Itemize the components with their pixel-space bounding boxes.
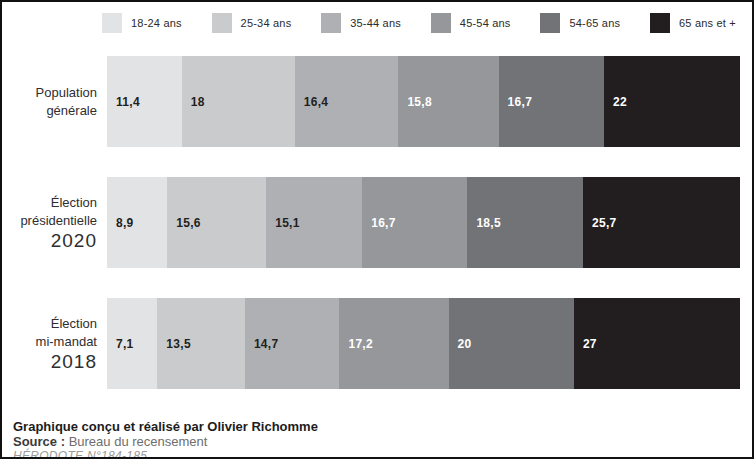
bar-segment: 7,1 (107, 298, 157, 389)
legend-item: 18-24 ans (102, 13, 182, 33)
legend-swatch (212, 13, 232, 33)
legend-item: 54-65 ans (540, 13, 620, 33)
bar-segment: 27 (574, 298, 740, 389)
stacked-bar: 11,4 18 16,4 15,8 16,7 22 (107, 56, 740, 147)
segment-value: 14,7 (254, 337, 279, 351)
bar-segment: 18 (182, 56, 295, 147)
legend-label: 25-34 ans (241, 17, 292, 29)
segment-value: 25,7 (592, 216, 617, 230)
segment-value: 22 (613, 95, 627, 109)
stacked-bar-chart: Populationgénérale 11,4 18 16,4 15,8 16,7 22 Él… (14, 56, 740, 389)
bar-segment: 25,7 (583, 177, 740, 268)
segment-value: 8,9 (116, 216, 134, 230)
row-label: Populationgénérale (14, 56, 107, 147)
row-label-line: Élection (51, 194, 97, 212)
segment-value: 16,7 (508, 95, 533, 109)
legend-item: 25-34 ans (212, 13, 292, 33)
bar-segment: 13,5 (157, 298, 245, 389)
segment-value: 18,5 (476, 216, 501, 230)
legend-swatch (540, 13, 560, 33)
bar-segment: 22 (604, 56, 740, 147)
bar-segment: 17,2 (339, 298, 448, 389)
bar-segment: 15,6 (167, 177, 266, 268)
segment-value: 17,2 (348, 337, 373, 351)
legend-label: 18-24 ans (131, 17, 182, 29)
row-label-line: mi-mandat (36, 333, 97, 351)
chart-row: Électionprésidentielle2020 8,9 15,6 15,1 16,… (14, 177, 740, 268)
segment-value: 15,6 (176, 216, 201, 230)
row-label-line: présidentielle (20, 212, 97, 230)
legend-label: 45-54 ans (460, 17, 511, 29)
row-label-year: 2020 (51, 230, 97, 252)
publication-line: HÉRODOTE N°184-185 (13, 449, 740, 459)
segment-value: 15,1 (275, 216, 300, 230)
row-label: Électionprésidentielle2020 (14, 177, 107, 268)
segment-value: 16,7 (371, 216, 396, 230)
row-label: Électionmi-mandat2018 (14, 298, 107, 389)
bar-segment: 11,4 (107, 56, 182, 147)
chart-row: Populationgénérale 11,4 18 16,4 15,8 16,7 22 (14, 56, 740, 147)
legend-label: 54-65 ans (569, 17, 620, 29)
bar-segment: 16,7 (499, 56, 604, 147)
segment-value: 20 (458, 337, 472, 351)
segment-value: 11,4 (116, 95, 140, 109)
legend-swatch (102, 13, 122, 33)
legend-label: 65 ans et + (679, 17, 736, 29)
bar-segment: 16,7 (362, 177, 467, 268)
source-value: Bureau du recensement (69, 434, 208, 449)
bar-segment: 20 (449, 298, 574, 389)
credit-line: Graphique conçu et réalisé par Olivier R… (13, 419, 740, 434)
infographic-frame: 18-24 ans 25-34 ans 35-44 ans 45-54 ans 54-6… (0, 0, 754, 459)
stacked-bar: 7,1 13,5 14,7 17,2 20 27 (107, 298, 740, 389)
segment-value: 13,5 (166, 337, 191, 351)
row-label-year: 2018 (51, 351, 97, 373)
row-label-line: Population (36, 84, 97, 102)
legend-label: 35-44 ans (350, 17, 401, 29)
legend-item: 35-44 ans (321, 13, 401, 33)
row-label-line: générale (46, 102, 97, 120)
source-line: Source : Bureau du recensement (13, 434, 740, 449)
segment-value: 16,4 (304, 95, 329, 109)
legend-item: 65 ans et + (650, 13, 736, 33)
legend-swatch (321, 13, 341, 33)
bar-segment: 15,1 (266, 177, 362, 268)
legend-swatch (431, 13, 451, 33)
legend: 18-24 ans 25-34 ans 35-44 ans 45-54 ans 54-6… (102, 12, 736, 34)
segment-value: 18 (191, 95, 205, 109)
segment-value: 27 (583, 337, 597, 351)
bar-segment: 18,5 (467, 177, 583, 268)
bar-segment: 8,9 (107, 177, 167, 268)
bar-segment: 15,8 (398, 56, 498, 147)
bar-segment: 16,4 (295, 56, 399, 147)
legend-item: 45-54 ans (431, 13, 511, 33)
bar-segment: 14,7 (245, 298, 340, 389)
chart-row: Électionmi-mandat2018 7,1 13,5 14,7 17,2 20 27 (14, 298, 740, 389)
row-label-line: Élection (51, 315, 97, 333)
footer: Graphique conçu et réalisé par Olivier R… (13, 419, 740, 459)
legend-swatch (650, 13, 670, 33)
stacked-bar: 8,9 15,6 15,1 16,7 18,5 25,7 (107, 177, 740, 268)
source-label: Source : (13, 434, 65, 449)
segment-value: 7,1 (116, 337, 134, 351)
segment-value: 15,8 (407, 95, 432, 109)
